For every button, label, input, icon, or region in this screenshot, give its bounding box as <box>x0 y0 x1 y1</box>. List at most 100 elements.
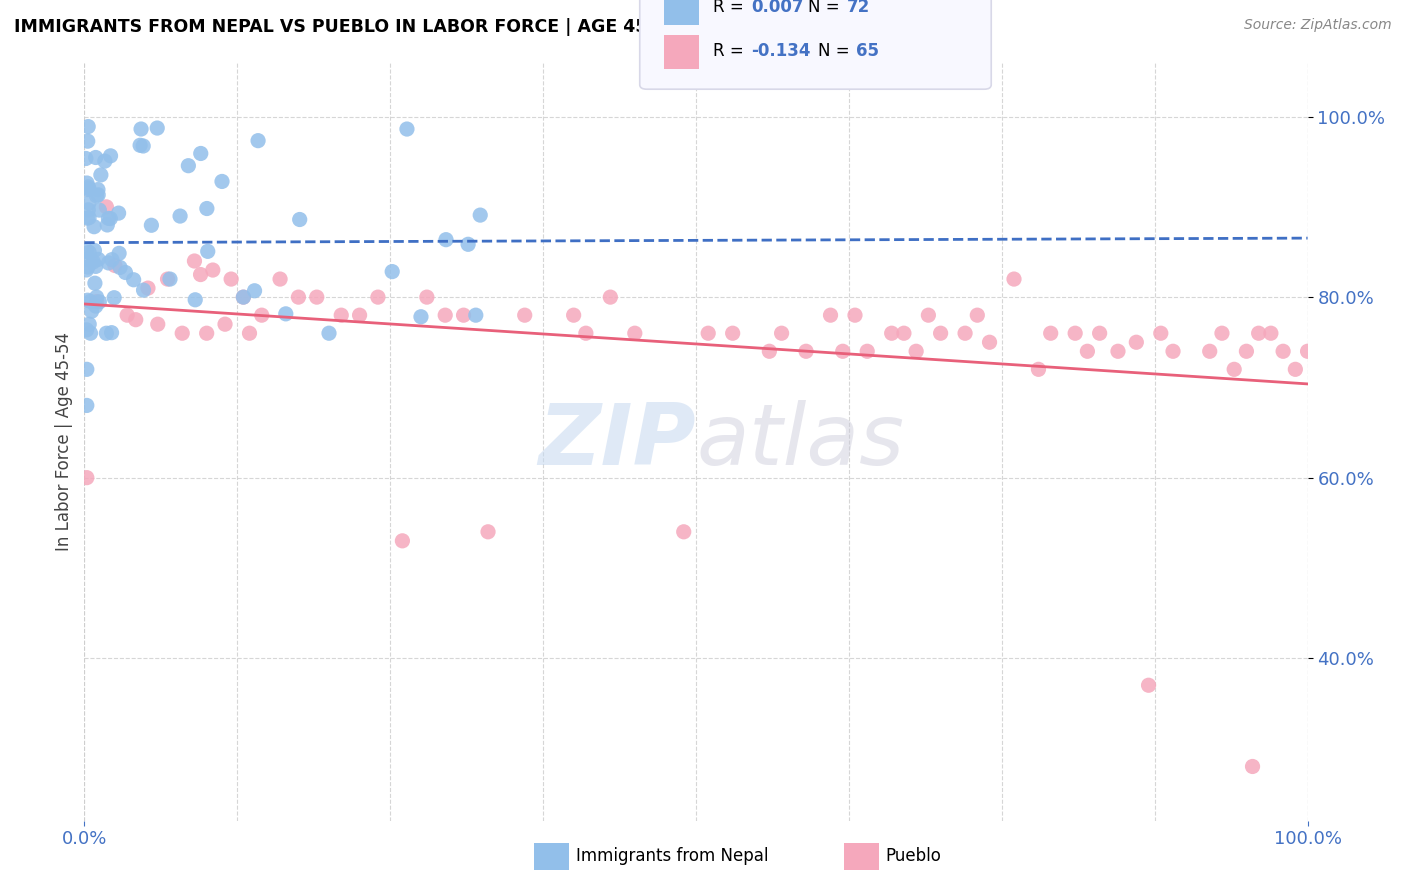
Point <box>141 219 163 233</box>
Point <box>146 121 169 136</box>
Point <box>966 308 988 322</box>
Point <box>156 272 179 286</box>
Point <box>214 317 236 331</box>
Point <box>100 149 122 163</box>
Point <box>1211 326 1233 341</box>
Point <box>97 211 120 226</box>
Point <box>146 317 169 331</box>
Point <box>243 284 266 298</box>
Point <box>108 260 131 275</box>
Point <box>87 183 110 197</box>
Text: atlas: atlas <box>696 400 904 483</box>
Point <box>100 326 122 340</box>
Point <box>76 362 98 376</box>
Point <box>905 344 928 359</box>
Point <box>232 290 254 304</box>
Text: ZIP: ZIP <box>538 400 696 483</box>
Point <box>132 139 155 153</box>
Text: R =: R = <box>713 0 749 16</box>
Point <box>184 293 207 307</box>
Point <box>697 326 720 341</box>
Point <box>77 211 100 225</box>
Point <box>96 218 118 232</box>
Text: Source: ZipAtlas.com: Source: ZipAtlas.com <box>1244 18 1392 32</box>
Point <box>136 281 159 295</box>
Point <box>929 326 952 341</box>
Point <box>880 326 903 341</box>
Point <box>844 308 866 322</box>
Point <box>104 259 127 273</box>
Point <box>86 294 108 309</box>
Point <box>288 212 311 227</box>
Point <box>349 308 371 322</box>
Point <box>108 246 131 260</box>
Point <box>76 399 98 413</box>
Point <box>211 174 233 188</box>
Point <box>77 182 100 196</box>
Text: 72: 72 <box>846 0 870 16</box>
Point <box>238 326 260 341</box>
Point <box>269 272 291 286</box>
Point <box>1241 759 1264 773</box>
Point <box>624 326 647 341</box>
Point <box>287 290 309 304</box>
Point <box>1125 335 1147 350</box>
Point <box>305 290 328 304</box>
Point <box>169 209 191 223</box>
Point <box>395 122 418 136</box>
Point <box>247 134 270 148</box>
Point <box>89 203 111 218</box>
Point <box>1076 344 1098 359</box>
Point <box>856 344 879 359</box>
Point <box>77 202 100 217</box>
Point <box>190 146 212 161</box>
Point <box>84 260 107 274</box>
Point <box>1150 326 1173 341</box>
Point <box>82 255 104 269</box>
Text: IMMIGRANTS FROM NEPAL VS PUEBLO IN LABOR FORCE | AGE 45-54 CORRELATION CHART: IMMIGRANTS FROM NEPAL VS PUEBLO IN LABOR… <box>14 18 894 36</box>
Point <box>477 524 499 539</box>
Point <box>381 264 404 278</box>
Point <box>953 326 976 341</box>
Point <box>190 268 212 282</box>
Point <box>84 299 107 313</box>
Point <box>77 196 100 211</box>
Point <box>1064 326 1087 341</box>
Point <box>274 307 297 321</box>
Point <box>1247 326 1270 341</box>
Point <box>77 245 100 260</box>
Point <box>76 183 98 197</box>
Point <box>195 326 218 341</box>
Point <box>183 254 205 268</box>
Text: Pueblo: Pueblo <box>886 847 942 865</box>
Point <box>172 326 194 341</box>
Point <box>90 168 112 182</box>
Text: 0.007: 0.007 <box>751 0 803 16</box>
Point <box>409 310 432 324</box>
Point <box>232 290 254 304</box>
Point <box>98 211 121 226</box>
Text: Immigrants from Nepal: Immigrants from Nepal <box>576 847 769 865</box>
Point <box>76 263 98 277</box>
Point <box>599 290 621 304</box>
Point <box>114 265 136 279</box>
Point <box>83 277 105 291</box>
Point <box>391 533 413 548</box>
Point <box>770 326 793 341</box>
Point <box>1107 344 1129 359</box>
Point <box>75 152 97 166</box>
Point <box>77 317 100 331</box>
Point <box>1198 344 1220 359</box>
Point <box>97 256 120 270</box>
Text: -0.134: -0.134 <box>751 42 810 60</box>
Point <box>1236 344 1258 359</box>
Point <box>562 308 585 322</box>
Point <box>917 308 939 322</box>
Point <box>457 237 479 252</box>
Point <box>77 260 100 274</box>
Point <box>721 326 744 341</box>
Point <box>107 206 129 220</box>
Point <box>367 290 389 304</box>
Point <box>177 159 200 173</box>
Point <box>76 211 98 226</box>
